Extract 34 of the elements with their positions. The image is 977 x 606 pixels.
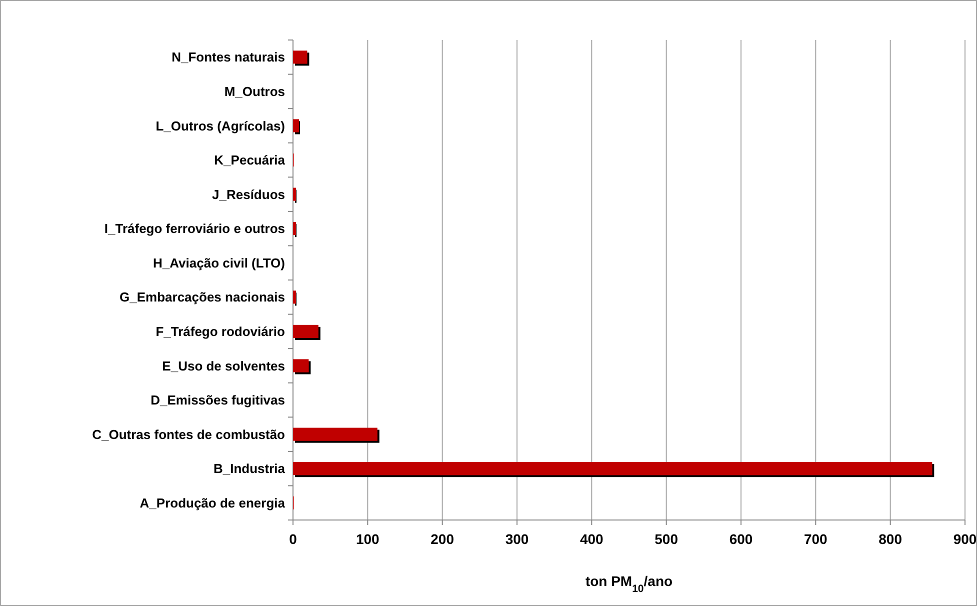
x-tick-label: 500 bbox=[654, 531, 678, 547]
y-tick-label: F_Tráfego rodoviário bbox=[156, 324, 286, 339]
x-tick-label: 700 bbox=[804, 531, 828, 547]
bar bbox=[293, 324, 318, 338]
bar bbox=[293, 290, 296, 304]
x-tick-label: 600 bbox=[729, 531, 753, 547]
y-tick-label: H_Aviação civil (LTO) bbox=[153, 255, 285, 270]
x-tick-label: 0 bbox=[289, 531, 298, 547]
bar bbox=[293, 188, 296, 201]
y-tick-label: J_Resíduos bbox=[212, 186, 285, 202]
bar bbox=[293, 119, 299, 132]
y-tick-label: E_Uso de solventes bbox=[162, 358, 285, 374]
x-tick-label: 300 bbox=[505, 531, 529, 547]
bar bbox=[293, 428, 378, 441]
y-tick-label: A_Produção de energia bbox=[140, 495, 286, 510]
bar bbox=[293, 50, 308, 64]
bar bbox=[293, 462, 932, 476]
bar bbox=[293, 359, 309, 372]
y-tick-label: C_Outras fontes de combustão bbox=[92, 426, 286, 442]
x-tick-label: 400 bbox=[580, 531, 604, 547]
y-tick-label: D_Emissões fugitivas bbox=[150, 392, 285, 408]
y-tick-label: N_Fontes naturais bbox=[172, 50, 285, 65]
y-tick-label: I_Tráfego ferroviário e outros bbox=[104, 221, 285, 236]
y-tick-label: K_Pecuária bbox=[214, 152, 286, 168]
x-tick-label: 800 bbox=[878, 531, 902, 547]
y-tick-label: G_Embarcações nacionais bbox=[120, 290, 285, 305]
y-tick-label: M_Outros bbox=[224, 84, 285, 99]
x-tick-label: 900 bbox=[953, 531, 977, 547]
y-tick-label: B_Industria bbox=[213, 461, 286, 476]
x-tick-label: 200 bbox=[430, 531, 454, 547]
x-tick-label: 100 bbox=[356, 531, 380, 547]
bar bbox=[293, 222, 296, 236]
y-tick-label: L_Outros (Agrícolas) bbox=[156, 118, 285, 134]
x-axis-title: ton PM$_{10}$/ano bbox=[585, 573, 673, 595]
